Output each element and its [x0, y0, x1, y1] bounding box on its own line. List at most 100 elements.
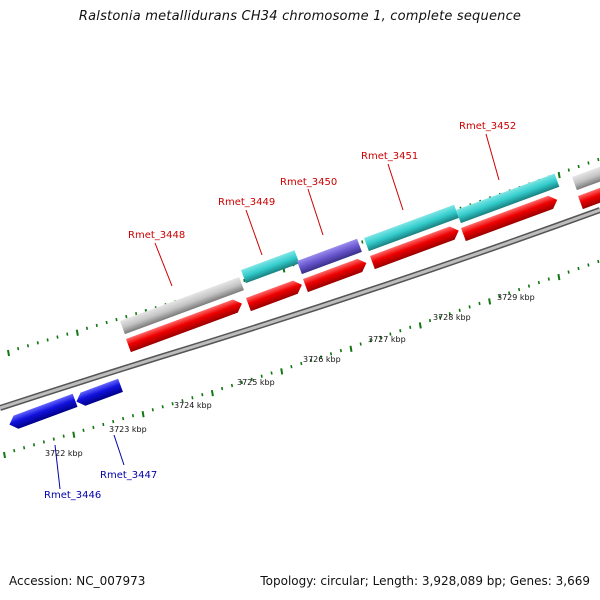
reverse-gene-arrow[interactable] [74, 378, 123, 408]
minor-tick [389, 332, 392, 336]
major-tick [75, 329, 79, 336]
minor-tick [62, 434, 65, 438]
gene-label-forward[interactable]: Rmet_3449 [218, 197, 275, 208]
map-title: Ralstonia metallidurans CH34 chromosome … [78, 9, 522, 24]
gene-label-forward[interactable]: Rmet_3452 [459, 121, 516, 132]
minor-tick [587, 263, 590, 267]
major-tick [349, 345, 353, 352]
minor-tick [369, 339, 372, 343]
minor-tick [320, 355, 323, 359]
forward-gene-arrow[interactable] [126, 297, 244, 353]
cds-feature[interactable] [241, 250, 300, 284]
gene-label-forward[interactable]: Rmet_3450 [280, 177, 337, 188]
forward-gene-arrow[interactable] [246, 278, 304, 312]
reverse-gene-arrow[interactable] [7, 393, 78, 431]
minor-tick [339, 348, 342, 353]
minor-tick [329, 352, 333, 356]
gene-label-reverse[interactable]: Rmet_3446 [44, 490, 101, 501]
minor-tick [458, 308, 461, 312]
gene-label-forward[interactable]: Rmet_3448 [128, 230, 185, 241]
minor-tick [92, 425, 95, 430]
minor-tick [597, 157, 600, 162]
minor-tick [361, 240, 364, 244]
sequence-backbone-highlight [0, 208, 600, 410]
minor-tick [577, 266, 580, 271]
minor-tick [518, 287, 521, 292]
minor-tick [125, 314, 128, 319]
sequence-summary: Topology: circular; Length: 3,928,089 bp… [260, 574, 590, 588]
major-tick [557, 273, 561, 281]
minor-tick [85, 326, 89, 330]
minor-tick [359, 342, 362, 346]
minor-tick [131, 414, 135, 418]
minor-tick [290, 365, 293, 369]
gene-label-reverse[interactable]: Rmet_3447 [100, 470, 157, 481]
minor-tick [151, 408, 154, 412]
minor-tick [428, 318, 432, 323]
minor-tick [508, 291, 511, 295]
kbp-scale-labels: 3722 kbp 3723 kbp 3724 kbp 3725 kbp 3726… [45, 293, 535, 458]
minor-tick [537, 280, 540, 285]
accession-text: Accession: NC_007973 [9, 574, 146, 588]
minor-tick [597, 259, 600, 264]
forward-gene-arrow[interactable] [370, 224, 461, 270]
minor-tick [26, 344, 30, 348]
minor-tick [17, 346, 20, 351]
major-tick [72, 431, 76, 438]
minor-tick [399, 329, 402, 333]
major-tick [418, 322, 422, 329]
minor-tick [409, 325, 412, 329]
minor-tick [181, 399, 184, 403]
cds-feature[interactable] [456, 173, 560, 224]
minor-tick [191, 396, 194, 400]
major-tick [141, 411, 145, 418]
minor-tick [567, 168, 570, 172]
gene-label-forward[interactable]: Rmet_3451 [361, 151, 418, 162]
minor-tick [95, 323, 98, 328]
cds-feature[interactable] [364, 204, 459, 252]
minor-tick [52, 437, 55, 441]
minor-tick [36, 341, 39, 345]
forward-gene-arrow[interactable] [461, 193, 560, 242]
cds-feature[interactable] [572, 163, 600, 191]
kbp-label: 3722 kbp [45, 449, 83, 458]
minor-tick [201, 393, 204, 397]
kbp-label: 3723 kbp [109, 425, 147, 434]
major-tick [488, 298, 492, 305]
minor-tick [112, 419, 115, 424]
kbp-label: 3727 kbp [368, 335, 406, 344]
minor-tick [270, 371, 273, 375]
minor-tick [13, 448, 16, 453]
reverse-gene-track [7, 378, 123, 431]
minor-tick [46, 338, 49, 342]
cds-feature[interactable] [297, 238, 362, 275]
minor-tick [567, 270, 570, 274]
kbp-label: 3724 kbp [174, 401, 212, 410]
kbp-label: 3725 kbp [237, 378, 275, 387]
minor-tick [56, 335, 59, 339]
minor-tick [66, 332, 69, 336]
cds-feature[interactable] [119, 276, 244, 335]
minor-tick [161, 405, 164, 409]
forward-gene-arrow[interactable] [303, 256, 369, 293]
minor-tick [478, 301, 481, 306]
minor-tick [32, 443, 36, 447]
minor-tick [448, 312, 451, 316]
major-tick [210, 389, 214, 397]
minor-tick [379, 335, 382, 340]
minor-tick [82, 428, 85, 432]
cds-track [119, 163, 600, 335]
major-tick [557, 171, 561, 179]
gene-label-callouts: Rmet_3448 Rmet_3449 Rmet_3450 Rmet_3451 … [44, 121, 516, 501]
minor-tick [310, 358, 313, 362]
minor-tick [102, 422, 105, 427]
minor-tick [438, 315, 441, 319]
minor-tick [547, 277, 550, 281]
minor-tick [498, 294, 501, 299]
forward-gene-arrow[interactable] [578, 182, 600, 210]
minor-tick [135, 312, 138, 316]
minor-tick [240, 380, 243, 385]
kbp-label: 3728 kbp [433, 313, 471, 322]
minor-tick [230, 383, 234, 388]
